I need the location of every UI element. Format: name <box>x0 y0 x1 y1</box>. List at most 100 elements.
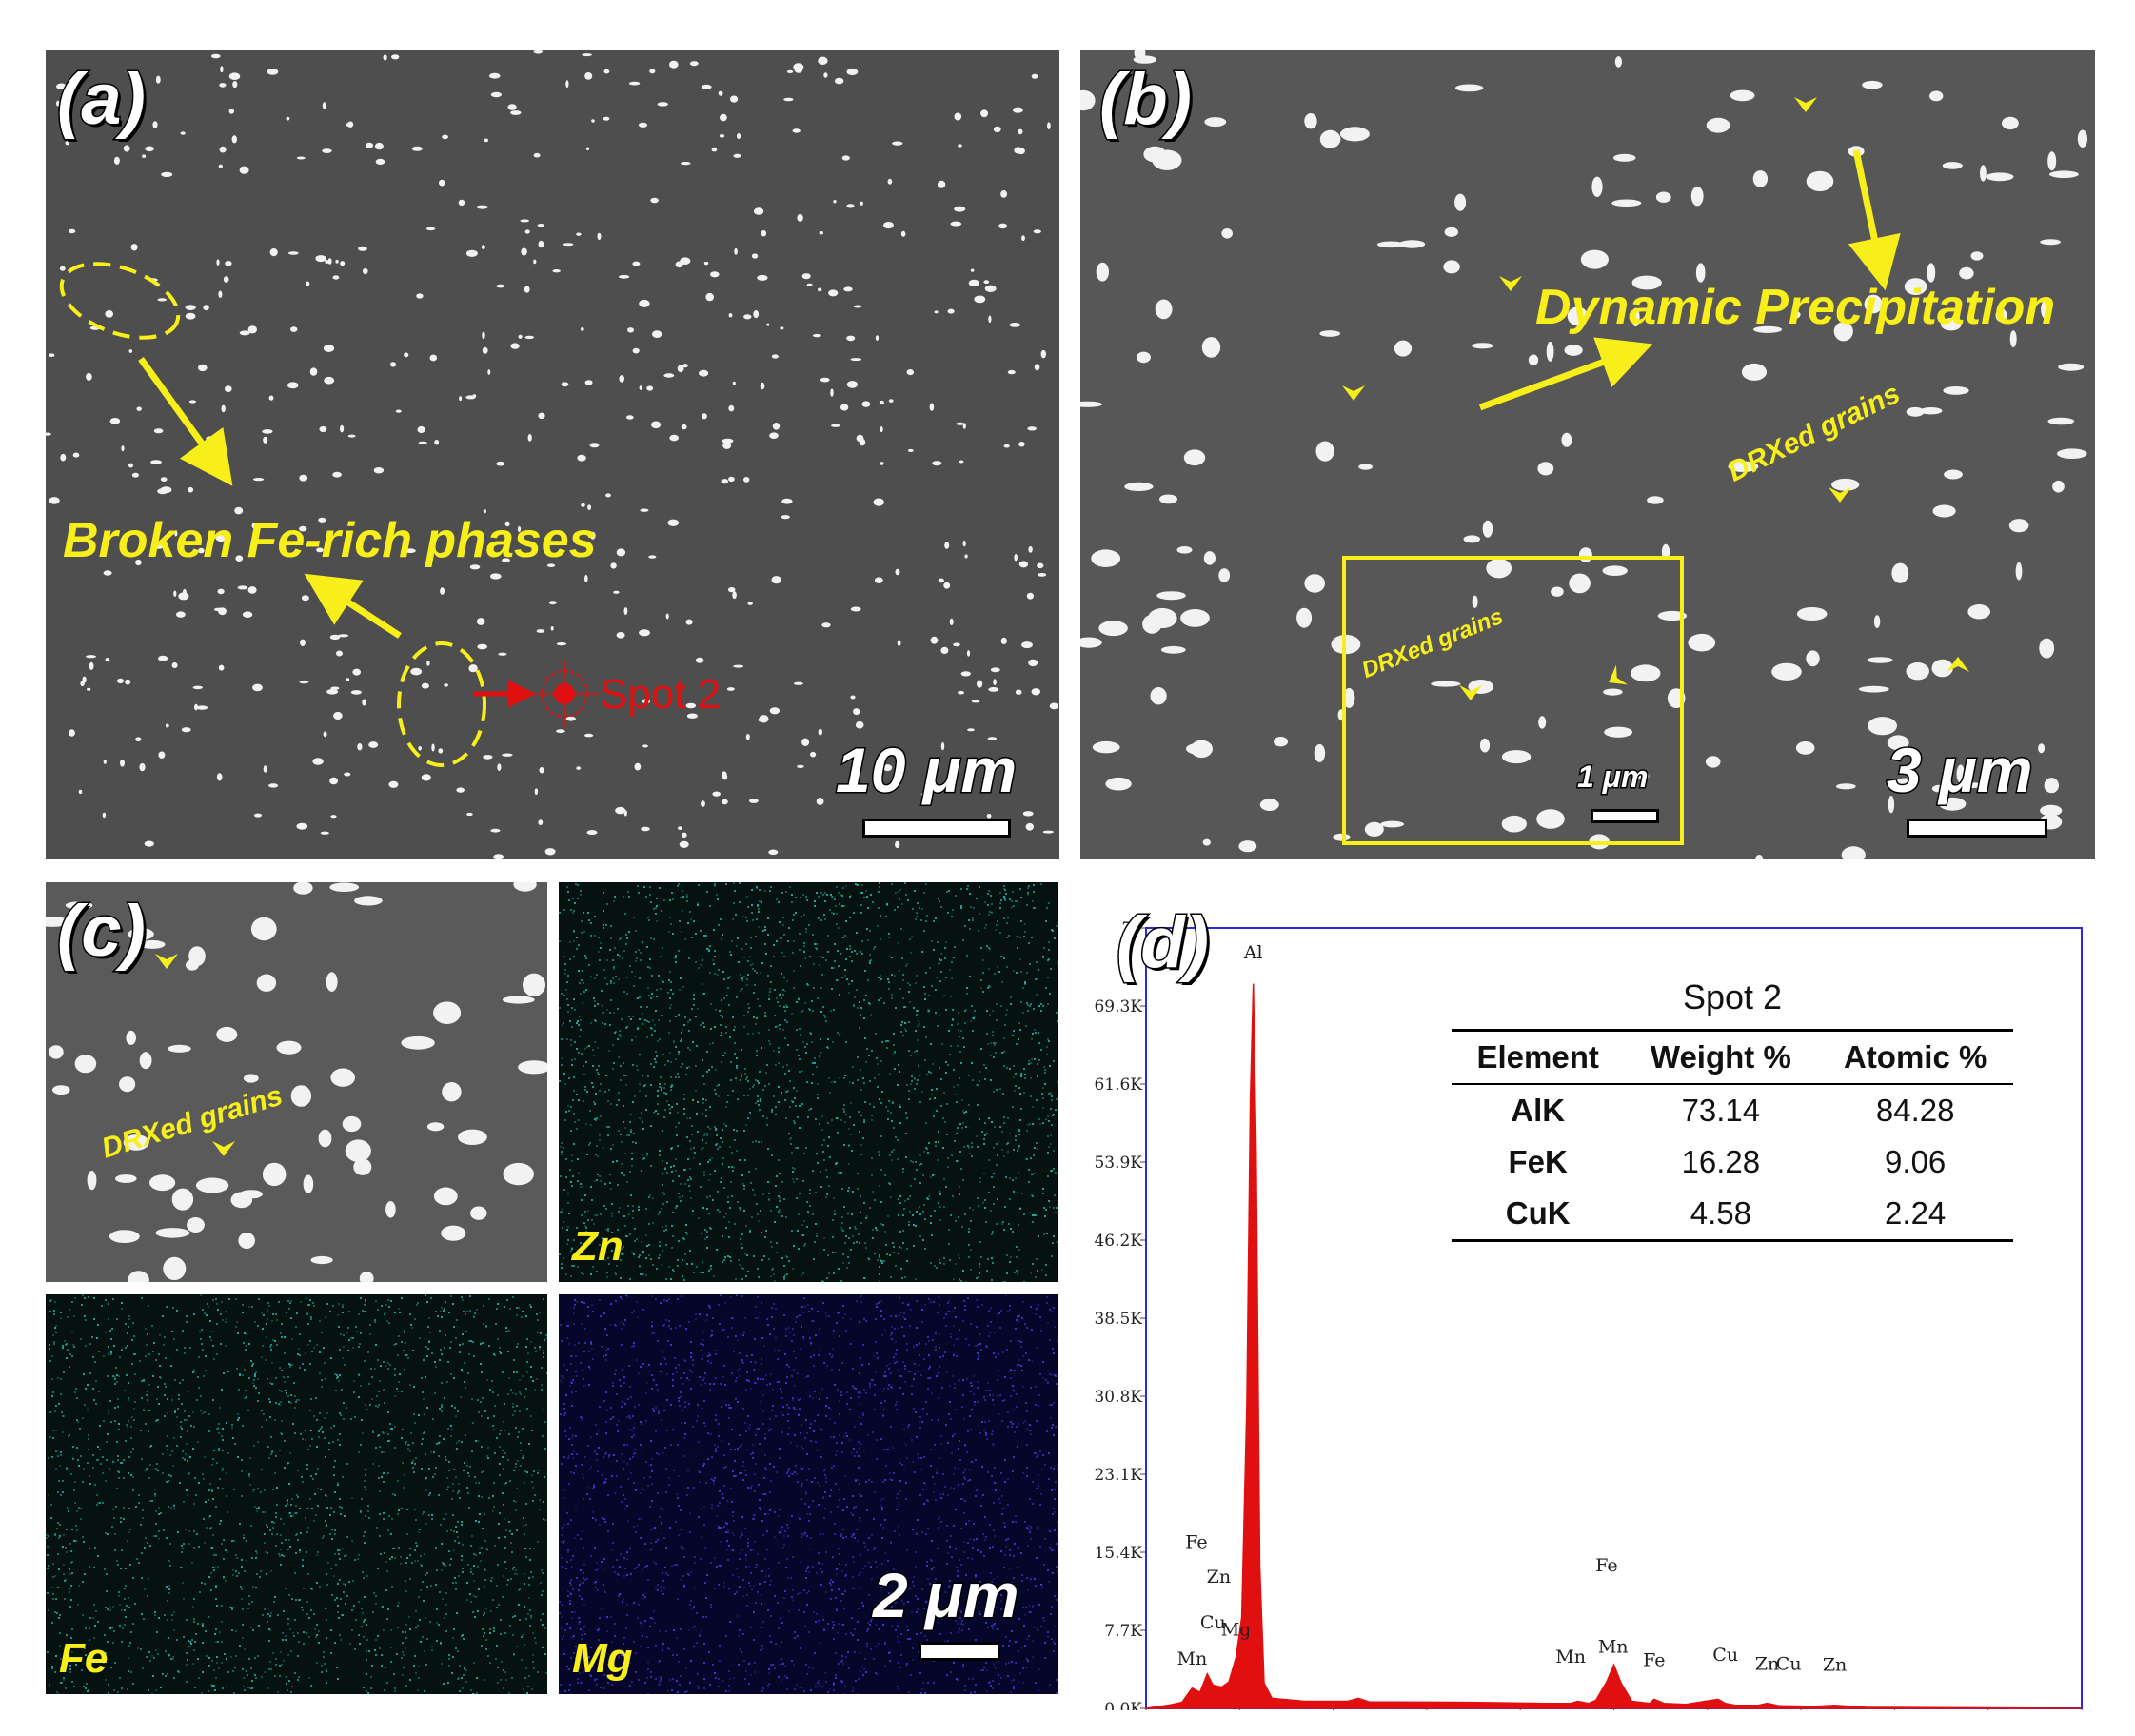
map-pixel <box>984 1199 986 1201</box>
map-pixel <box>481 1645 483 1647</box>
particle <box>128 463 133 468</box>
map-pixel <box>753 1084 755 1086</box>
map-pixel <box>1009 1068 1011 1070</box>
map-pixel <box>201 1343 203 1345</box>
map-pixel <box>684 938 686 940</box>
map-pixel <box>960 907 962 909</box>
map-pixel <box>173 1338 175 1340</box>
map-pixel <box>938 898 939 899</box>
map-pixel <box>321 1332 323 1333</box>
particle <box>2047 151 2057 171</box>
map-pixel <box>625 1084 627 1086</box>
map-pixel <box>610 1103 612 1105</box>
particle <box>1486 558 1512 579</box>
particle <box>196 705 208 710</box>
map-pixel <box>928 1142 930 1144</box>
map-pixel <box>969 893 971 895</box>
map-pixel <box>134 1373 136 1375</box>
map-pixel <box>54 1410 56 1412</box>
map-pixel <box>141 1552 143 1554</box>
map-pixel <box>759 889 761 891</box>
map-pixel <box>1004 899 1006 901</box>
particle <box>388 780 399 788</box>
map-pixel <box>602 1022 603 1024</box>
map-pixel <box>678 883 680 885</box>
map-pixel <box>582 970 583 972</box>
map-pixel <box>774 1221 776 1223</box>
map-pixel <box>846 978 848 980</box>
map-pixel <box>741 948 743 950</box>
map-pixel <box>646 1245 648 1247</box>
map-pixel <box>823 1139 825 1141</box>
particle <box>103 760 107 764</box>
map-pixel <box>879 1098 880 1100</box>
particle <box>125 679 131 685</box>
map-pixel <box>180 1421 182 1423</box>
map-pixel <box>722 1261 723 1263</box>
map-pixel <box>537 1332 539 1333</box>
map-pixel <box>645 1095 647 1097</box>
map-pixel <box>584 1211 586 1213</box>
map-pixel <box>340 1639 342 1641</box>
map-pixel <box>366 1624 367 1626</box>
map-pixel <box>839 1034 840 1036</box>
map-pixel <box>963 1046 965 1048</box>
map-pixel <box>612 977 614 979</box>
map-pixel <box>1021 1193 1023 1194</box>
map-pixel <box>128 1382 129 1384</box>
map-pixel <box>413 1471 415 1473</box>
map-pixel <box>669 1108 671 1110</box>
map-pixel <box>76 1510 78 1512</box>
map-pixel <box>82 1481 84 1483</box>
map-pixel <box>632 1205 634 1207</box>
map-pixel <box>637 1069 639 1071</box>
map-pixel <box>445 1613 447 1615</box>
map-pixel <box>78 1465 80 1467</box>
map-pixel <box>878 999 880 1001</box>
map-pixel <box>981 1131 983 1133</box>
map-pixel <box>682 1063 683 1065</box>
map-pixel <box>799 1071 801 1073</box>
map-pixel <box>870 894 872 896</box>
map-pixel <box>532 1576 534 1578</box>
map-pixel <box>611 1213 613 1214</box>
particle <box>373 467 385 474</box>
map-pixel <box>785 891 787 893</box>
map-pixel <box>149 1660 151 1662</box>
map-pixel <box>843 905 845 907</box>
map-pixel <box>653 1112 655 1114</box>
map-pixel <box>1043 1233 1045 1235</box>
map-pixel <box>59 1465 61 1467</box>
map-pixel <box>235 1630 237 1632</box>
map-pixel <box>924 993 926 995</box>
particle <box>610 562 617 569</box>
panel-b-sem-image: (b) Dynamic Precipitation DRXed grains D… <box>1080 50 2095 859</box>
map-pixel <box>603 1012 604 1014</box>
map-pixel <box>307 1344 309 1346</box>
map-pixel <box>894 1068 896 1070</box>
map-pixel <box>1001 1131 1003 1133</box>
map-pixel <box>252 1382 254 1384</box>
particle <box>354 896 383 906</box>
particle <box>517 525 522 533</box>
map-pixel <box>455 1588 457 1590</box>
particle <box>440 587 445 595</box>
map-pixel <box>897 1139 899 1141</box>
map-pixel <box>403 1667 405 1668</box>
map-pixel <box>709 972 711 974</box>
map-pixel <box>255 1587 257 1588</box>
map-pixel <box>446 1477 448 1479</box>
map-pixel <box>903 1208 905 1210</box>
particle <box>1015 689 1022 695</box>
map-pixel <box>567 1239 569 1241</box>
map-pixel <box>673 1040 675 1042</box>
map-pixel <box>915 1030 917 1032</box>
map-pixel <box>921 951 923 953</box>
particle <box>591 119 595 123</box>
map-pixel <box>124 1624 126 1626</box>
map-pixel <box>944 957 946 959</box>
map-pixel <box>771 1246 773 1248</box>
map-pixel <box>630 1129 632 1131</box>
map-pixel <box>248 1603 250 1605</box>
map-pixel <box>366 1659 367 1661</box>
